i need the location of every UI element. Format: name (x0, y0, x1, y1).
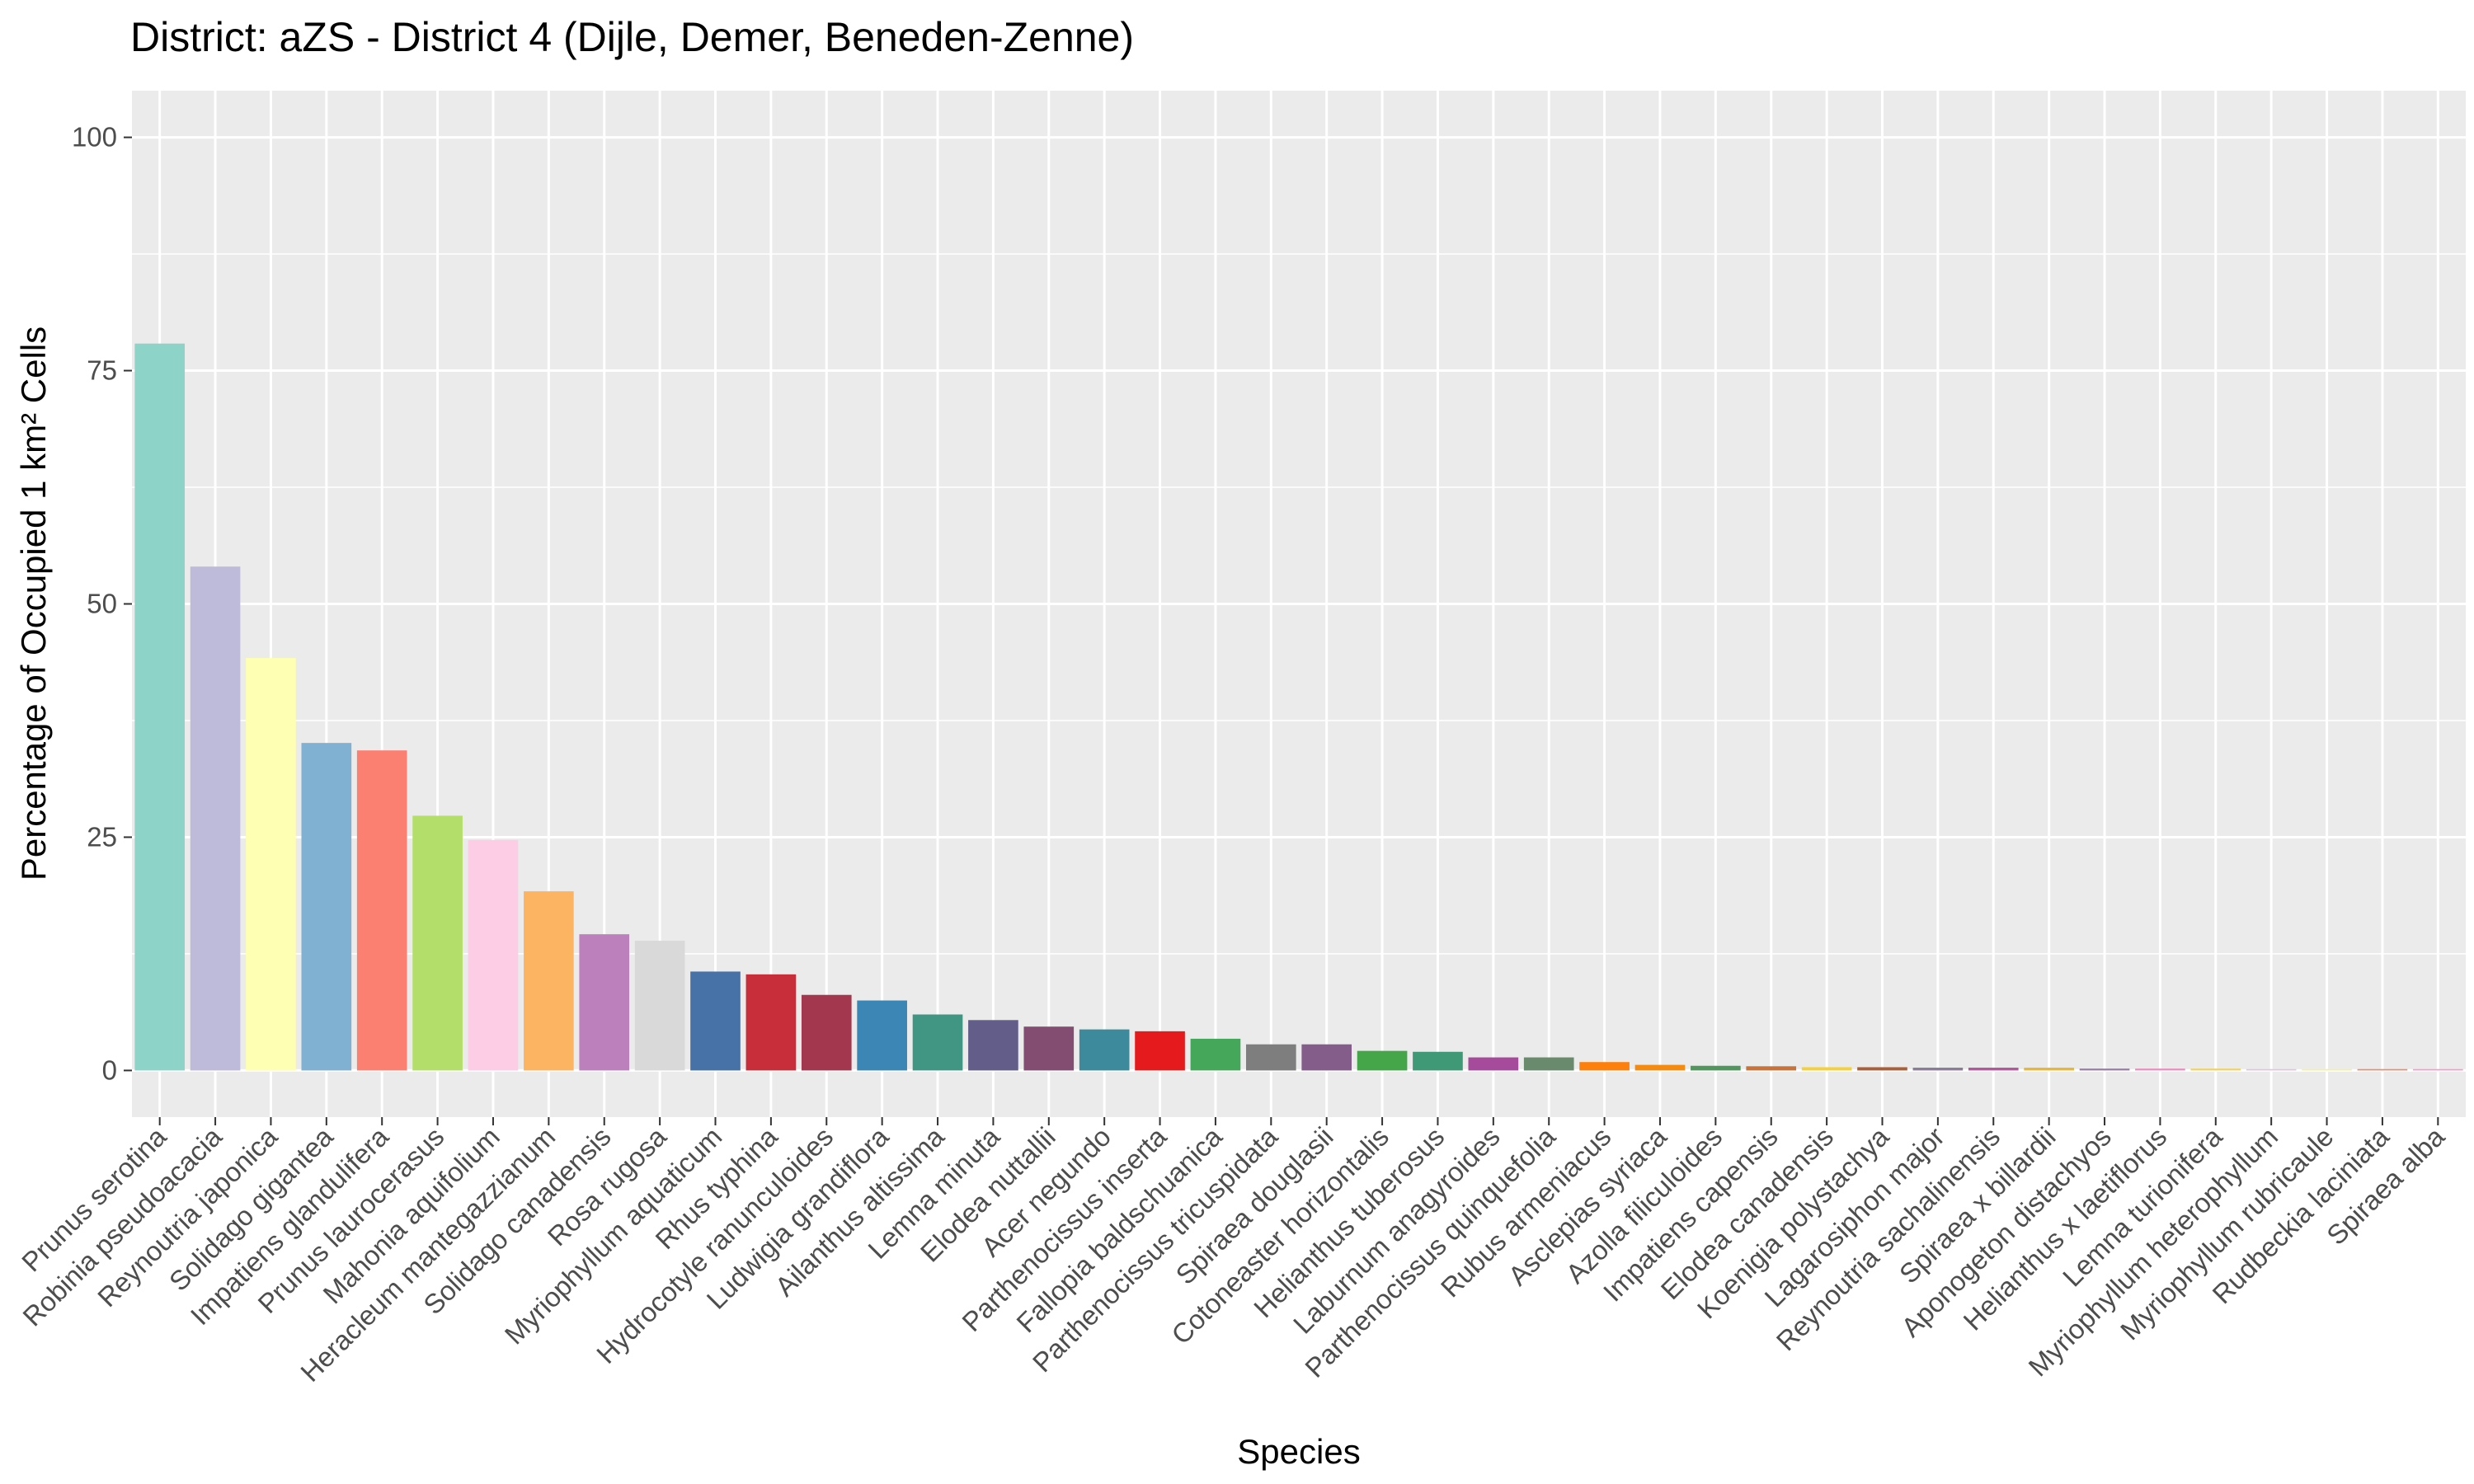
bar (1135, 1031, 1185, 1071)
y-tick-label: 100 (72, 122, 117, 153)
bar (1468, 1057, 1519, 1071)
y-axis-title: Percentage of Occupied 1 km² Cells (14, 326, 53, 881)
bar (1968, 1068, 2019, 1071)
bar (801, 994, 852, 1071)
bar (1079, 1029, 1130, 1071)
bar (524, 891, 574, 1071)
bar (634, 941, 685, 1071)
bar (1023, 1026, 1075, 1071)
chart-title: District: aZS - District 4 (Dijle, Demer… (130, 14, 1134, 60)
y-tick-label: 75 (87, 355, 117, 386)
bar (2190, 1068, 2241, 1071)
bar (1801, 1067, 1852, 1071)
bars (134, 343, 2463, 1071)
y-axis: 0 25 50 75 100 (72, 122, 132, 1085)
bar (968, 1020, 1018, 1071)
y-tick-label: 25 (87, 821, 117, 852)
bar (2079, 1068, 2130, 1071)
bar (468, 839, 519, 1071)
bar (1691, 1065, 1741, 1071)
grid-minor (132, 253, 2466, 955)
bar (2302, 1068, 2352, 1071)
bar (246, 658, 296, 1071)
bar (190, 566, 241, 1071)
bar (1746, 1066, 1797, 1071)
bar (745, 974, 797, 1071)
y-tick-label: 50 (87, 589, 117, 619)
bar (412, 815, 463, 1071)
bar (912, 1014, 963, 1071)
bar (2412, 1068, 2463, 1071)
bar (1579, 1062, 1630, 1071)
bar (356, 750, 407, 1071)
bar (2135, 1068, 2185, 1071)
y-tick-label: 0 (102, 1054, 117, 1085)
bar (1634, 1064, 1686, 1071)
bar (579, 934, 630, 1071)
bar (1857, 1067, 1907, 1071)
bar (2024, 1068, 2074, 1071)
bar (2246, 1068, 2297, 1071)
bar (301, 743, 352, 1071)
bar (1245, 1044, 1296, 1071)
bar (1357, 1050, 1408, 1071)
bar (1523, 1057, 1574, 1071)
bar (134, 343, 186, 1071)
bar (690, 971, 741, 1071)
bar (857, 1000, 907, 1071)
bar (2357, 1068, 2408, 1071)
x-axis-title: Species (1237, 1432, 1360, 1471)
bar (1301, 1044, 1352, 1071)
bar (1912, 1068, 1964, 1071)
bar (1190, 1038, 1241, 1071)
bar (1413, 1051, 1463, 1071)
